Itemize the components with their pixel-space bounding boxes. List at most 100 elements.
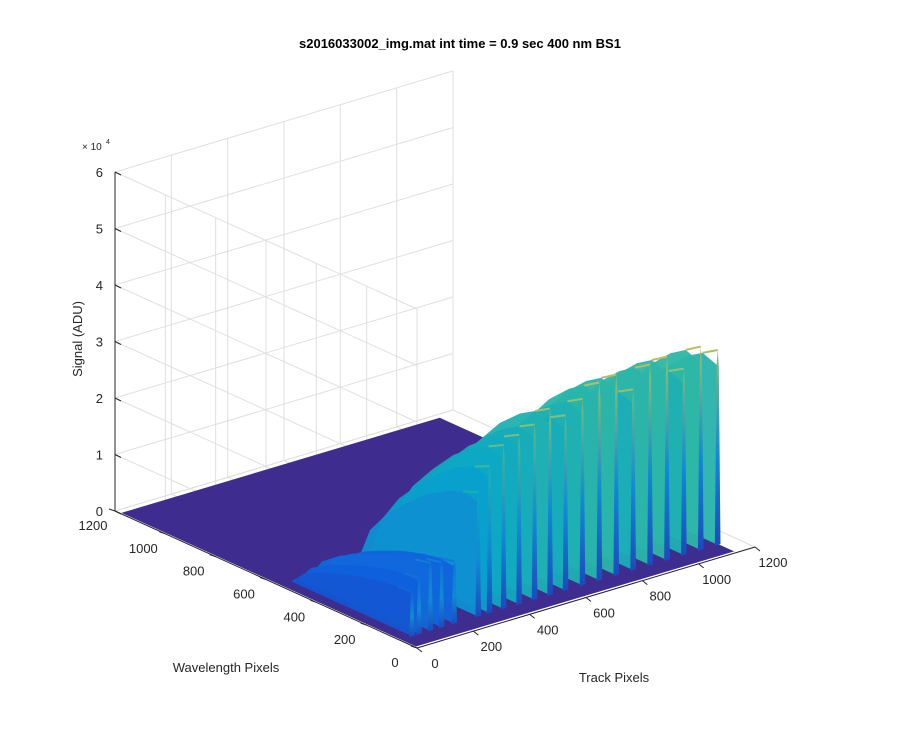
x-axis-label: Track Pixels [579,670,650,685]
peak-front-face [475,492,482,618]
x-tick-mark [585,597,592,602]
peak-crest [634,363,651,369]
z-tick-mark [114,228,122,232]
peak-front-face [613,374,620,577]
peak-front-face [547,408,553,596]
z-tick-mark [114,284,122,289]
z-tick-label: 3 [96,335,103,350]
peak-front-face [416,577,422,635]
z-tick-label: 6 [96,165,103,180]
z-tick-label: 0 [96,504,103,519]
z-exponent-power: 4 [106,139,110,146]
z-tick-mark [114,510,122,515]
peak-front-face [438,562,445,629]
back-wall-grid-line-z [114,409,454,512]
signal-surface [291,345,721,638]
z-tick-mark [114,171,122,176]
y-tick-mark [360,622,367,626]
x-tick-mark [473,630,479,636]
z-tick-mark [114,341,122,345]
peak-crest [534,407,551,412]
peak-crest [567,397,583,403]
peak-crest [403,572,420,579]
side-wall-grid-line-z [114,284,418,423]
peak-crest [617,388,634,393]
x-tick-mark [529,613,535,619]
z-tick-label: 1 [96,448,103,463]
peak-front-face [630,389,636,571]
peak-front-face [451,561,458,625]
chart-title: s2016033002_img.mat int time = 0.9 sec 4… [299,36,621,51]
x-tick-label: 800 [649,589,671,604]
z-tick-label: 4 [96,278,103,293]
y-tick-mark [259,577,267,580]
x-tick-mark [754,546,761,552]
peak-front-face [516,434,522,606]
z-exponent: × 10 4 [82,139,110,153]
tick-labels: 0200400600800100012000200400600800100012… [79,165,788,671]
peak-front-face [664,356,670,561]
x-tick-mark [698,563,704,569]
peak-front-face [531,424,538,601]
x-tick-mark [416,647,423,653]
peak-crest [519,423,535,428]
back-wall-grid-line-z [114,296,454,399]
x-tick-mark [642,580,648,586]
y-tick-label: 800 [183,564,205,579]
y-tick-label: 600 [233,587,255,602]
z-tick-label: 2 [96,391,103,406]
peak-front-face [579,398,586,587]
y-tick-mark [209,554,216,558]
peak-front-face [596,382,603,582]
x-tick-label: 400 [537,622,559,637]
peak-crest [685,345,701,351]
x-tick-label: 1200 [759,555,788,570]
y-tick-label: 200 [334,632,356,647]
peak-crest [600,373,617,379]
peak-crest [550,414,566,419]
peak-crest [396,585,413,592]
z-exponent-base: × 10 [82,142,102,153]
y-tick-label: 0 [391,655,398,670]
z-tick-label: 5 [96,222,103,237]
peak-crest [438,556,455,563]
peak-crest [415,558,431,564]
peak-ridge [291,572,413,637]
x-tick-label: 600 [593,606,615,621]
side-wall-grid-line-z [114,228,418,366]
peak-front-face [647,364,653,566]
z-tick-mark [114,397,122,402]
peak-crest [702,348,718,354]
peak-crest [463,490,479,494]
side-wall-grid-line-z [114,171,418,310]
y-tick-mark [108,508,116,512]
peak-crest [668,367,685,373]
x-tick-label: 1000 [702,572,731,587]
y-tick-mark [159,531,166,535]
z-tick-mark [114,454,122,458]
back-wall-grid-line-z [114,353,454,455]
z-axis-label: Signal (ADU) [70,301,85,377]
peak-crest [503,433,520,438]
peak-crest [651,355,668,361]
back-wall-grid-line-z [114,127,454,229]
peak-front-face [486,466,493,614]
surface-peak [291,572,415,638]
peak-crest [584,381,600,387]
back-wall-grid-line-z [114,70,454,173]
x-tick-label: 0 [431,656,438,671]
y-tick-mark [310,599,317,603]
y-tick-label: 1000 [129,541,158,556]
peak-crest [426,557,442,564]
peak-front-face [562,415,569,592]
peak-front-face [681,368,687,556]
peak-front-face [409,591,415,638]
y-tick-label: 1200 [79,518,108,533]
y-tick-mark [410,645,418,649]
back-wall-grid-line-z [114,183,454,286]
peak-crest [488,444,504,448]
peak-front-face [697,346,704,551]
peak-front-face [427,562,434,632]
y-tick-label: 400 [283,609,305,624]
